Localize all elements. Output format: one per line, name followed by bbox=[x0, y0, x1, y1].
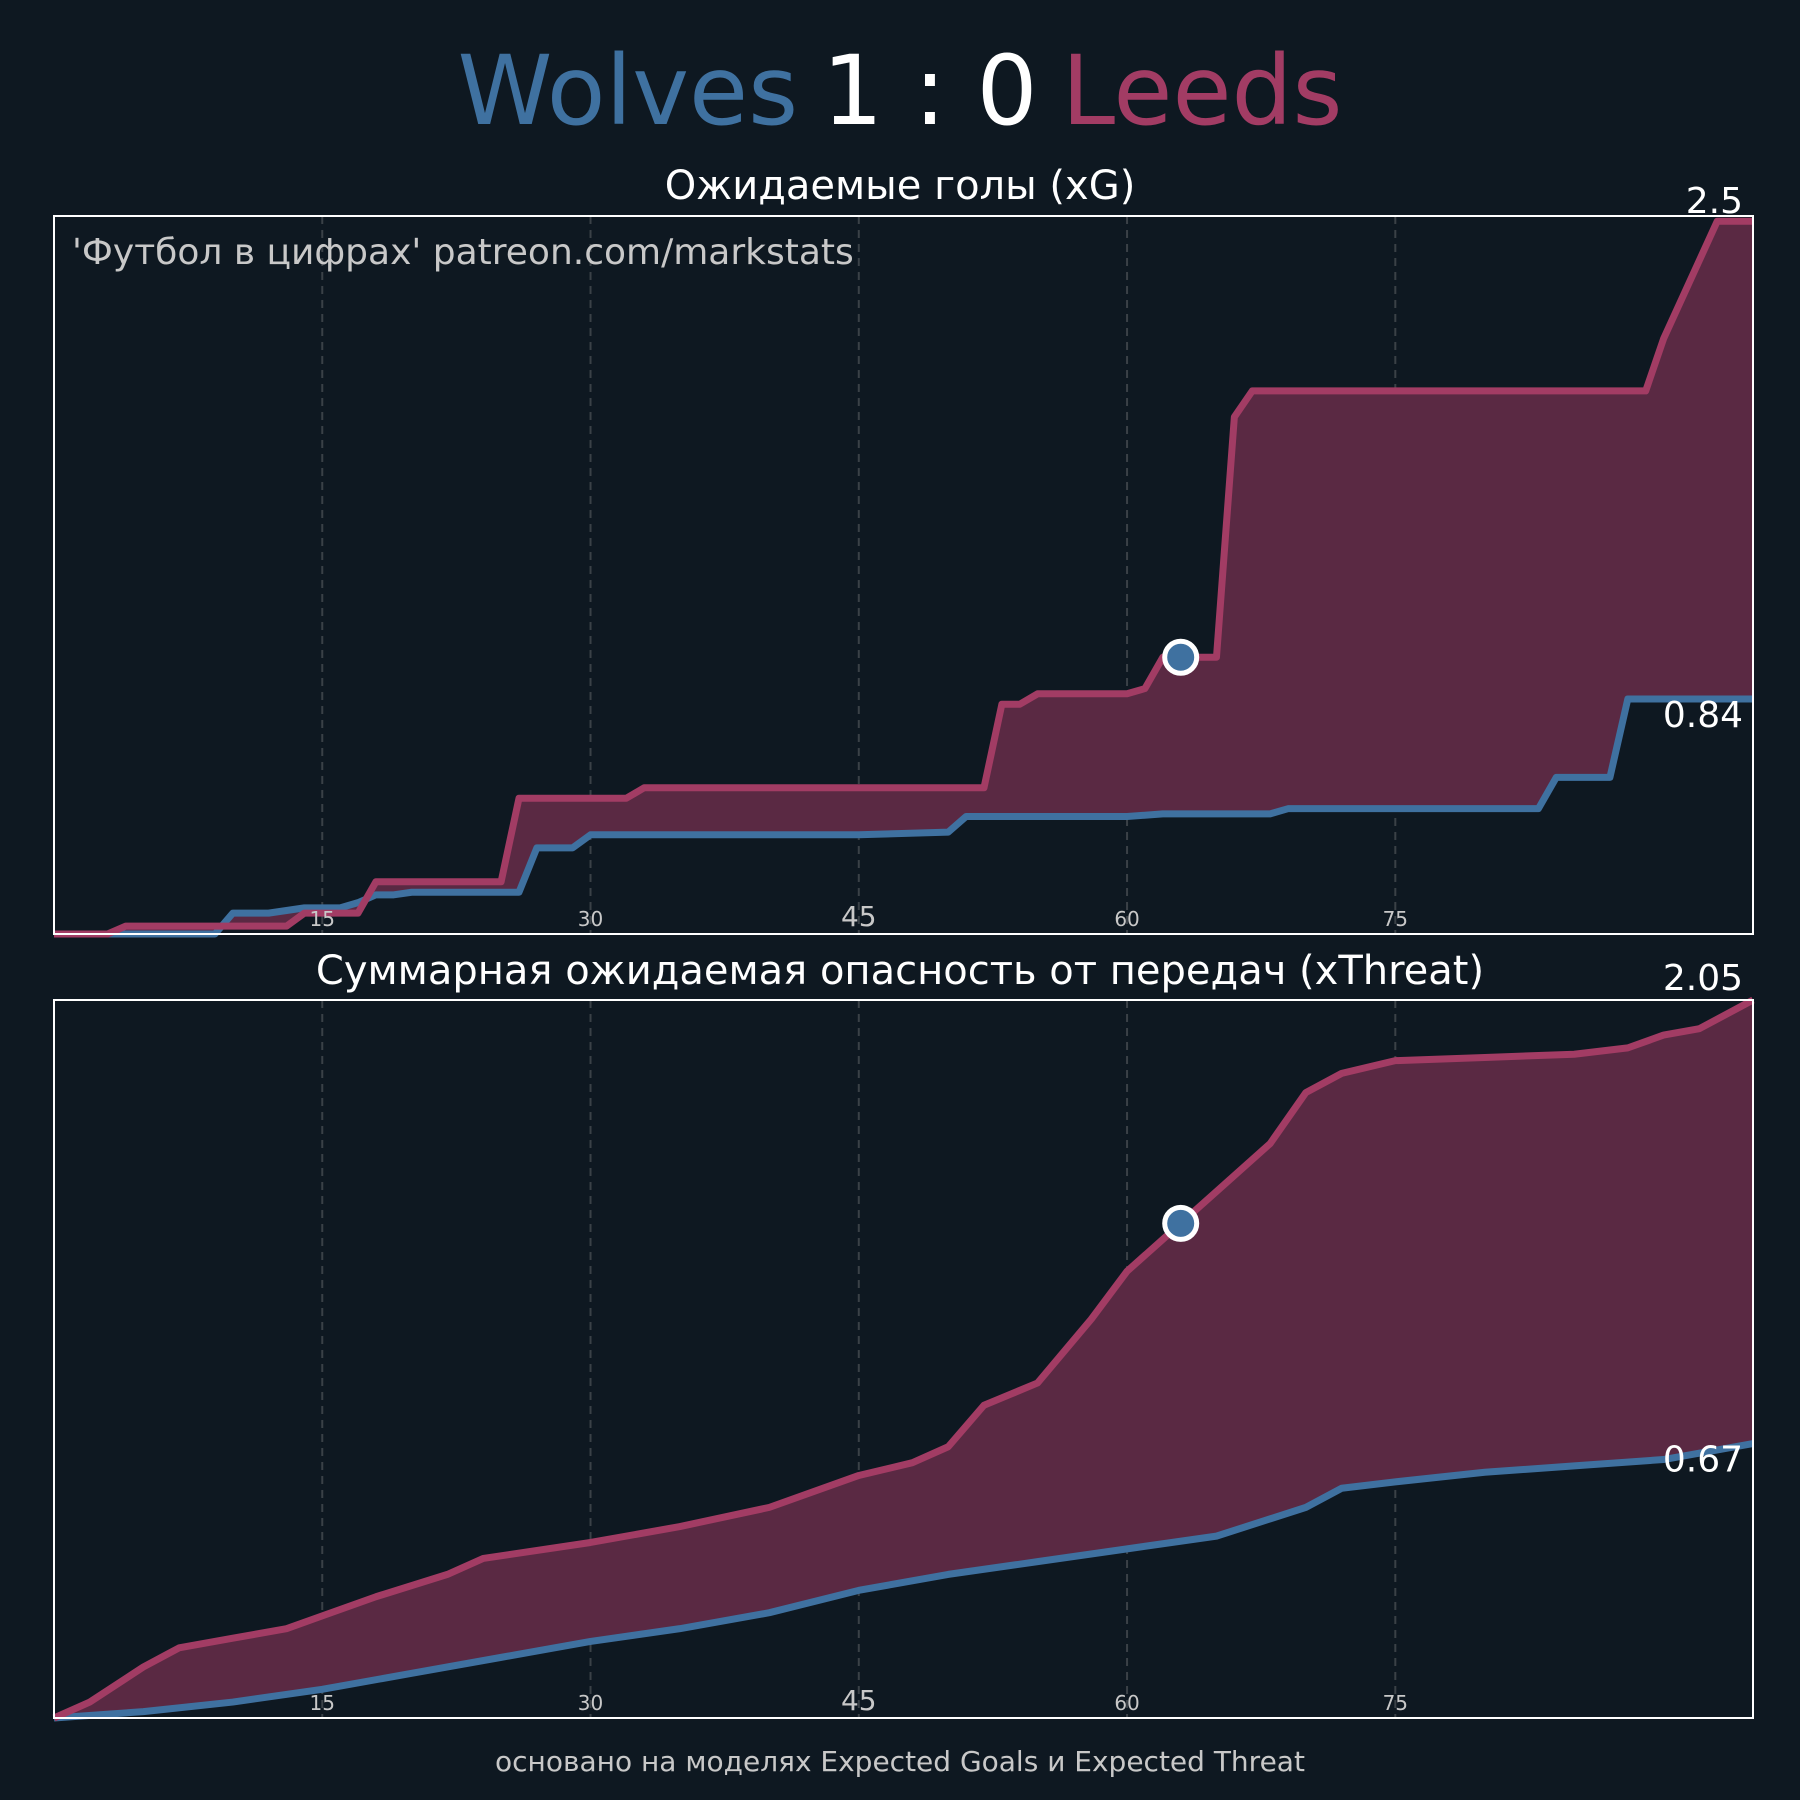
x-tick-label: 15 bbox=[310, 907, 335, 931]
away-end-label: 2.05 bbox=[1663, 958, 1743, 999]
xthreat-chart-title: Суммарная ожидаемая опасность от передач… bbox=[315, 948, 1485, 994]
plot-frame bbox=[53, 215, 1754, 935]
xg-chart-title: Ожидаемые голы (xG) bbox=[664, 163, 1136, 209]
xg-difference-area bbox=[54, 221, 1753, 935]
x-tick-label: 60 bbox=[1114, 907, 1139, 931]
home-team-name: Wolves bbox=[457, 35, 799, 147]
x-tick-label: 30 bbox=[578, 1691, 603, 1715]
home-series-line bbox=[53, 1440, 1754, 1722]
away-team-name: Leeds bbox=[1061, 35, 1343, 147]
home-end-label: 0.67 bbox=[1663, 1440, 1743, 1481]
x-tick-label: 45 bbox=[841, 1684, 877, 1717]
home-series-line bbox=[54, 695, 1753, 938]
goal-marker bbox=[1162, 1204, 1200, 1242]
scoreline: Wolves 1 : 0 Leeds bbox=[0, 36, 1800, 146]
xg-difference-area bbox=[54, 1000, 1753, 1718]
score: 1 : 0 bbox=[822, 35, 1038, 147]
plot-frame bbox=[53, 999, 1754, 1719]
x-tick-label: 75 bbox=[1383, 1691, 1408, 1715]
away-series-line bbox=[52, 996, 1755, 1722]
away-end-label: 2.5 bbox=[1686, 181, 1743, 222]
home-end-label: 0.84 bbox=[1663, 695, 1743, 736]
x-tick-label: 45 bbox=[841, 900, 877, 933]
footer-note: основано на моделях Expected Goals и Exp… bbox=[495, 1745, 1305, 1778]
watermark: 'Футбол в цифрах' patreon.com/markstats bbox=[72, 232, 854, 273]
x-tick-label: 75 bbox=[1383, 907, 1408, 931]
x-tick-label: 60 bbox=[1114, 1691, 1139, 1715]
away-series-line bbox=[54, 217, 1753, 938]
goal-marker bbox=[1162, 638, 1200, 676]
x-tick-label: 30 bbox=[578, 907, 603, 931]
x-tick-label: 15 bbox=[310, 1691, 335, 1715]
